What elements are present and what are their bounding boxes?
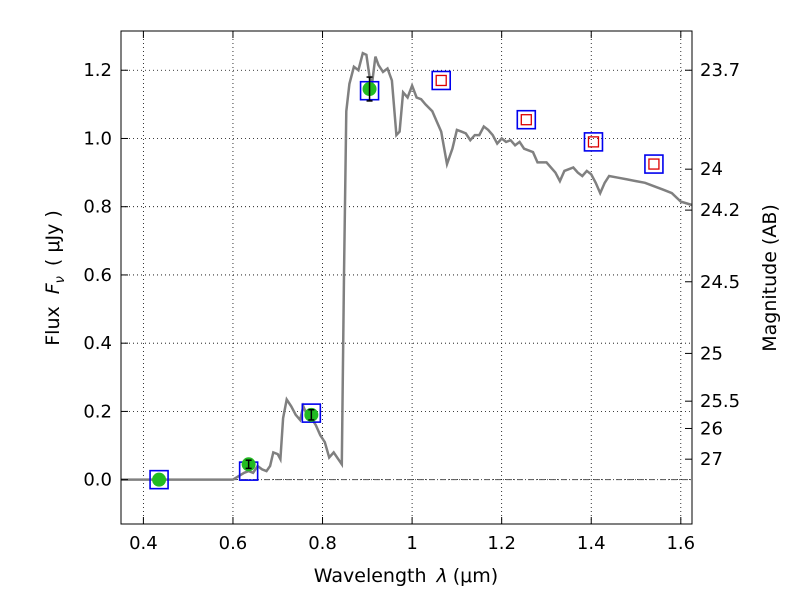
- y2-tick-label: 25: [700, 343, 723, 364]
- y-tick-label: 0.6: [83, 265, 112, 286]
- y-tick-label: 0.0: [83, 470, 112, 491]
- x-axis-label-var: λ: [436, 565, 448, 587]
- model-photometry-marker: [431, 70, 452, 91]
- y2-tick-label: 24.5: [700, 272, 740, 293]
- x-tick-label: 1.2: [487, 533, 516, 554]
- upper-limit-marker: [587, 136, 600, 148]
- y-axis-label-var: F: [42, 282, 64, 294]
- x-axis-label: Wavelength λ (μm): [314, 565, 498, 587]
- grid-lines: [121, 31, 692, 524]
- observed-point: [152, 472, 167, 487]
- model-photometry-marker: [644, 154, 664, 174]
- y2-tick-label: 23.7: [700, 60, 740, 81]
- y-axis-label-unit: ( μJy ): [42, 210, 64, 266]
- y-tick-label: 0.8: [83, 197, 112, 218]
- y-tick-label: 1.0: [83, 128, 112, 149]
- model-photometry-marker: [301, 403, 322, 423]
- x-axis-label-unit: (μm): [453, 565, 498, 587]
- y-tick-label: 0.2: [83, 401, 112, 422]
- x-tick-label: 1: [406, 533, 417, 554]
- upper-limit-marker: [520, 114, 532, 126]
- model-photometry-marker: [516, 109, 537, 130]
- y2-tick-label: 25.5: [700, 391, 740, 412]
- data-markers: [149, 70, 664, 490]
- upper-limit-marker: [435, 74, 447, 87]
- model-photometry-marker: [149, 469, 169, 490]
- x-tick-label: 0.8: [308, 533, 337, 554]
- y-tick-label: 1.2: [83, 60, 112, 81]
- y2-tick-label: 26: [700, 418, 723, 439]
- x-tick-label: 1.4: [577, 533, 606, 554]
- model-spectrum-line: [121, 51, 693, 481]
- y-axis-label-prefix: Flux: [42, 306, 64, 346]
- x-tick-label: 0.4: [129, 533, 158, 554]
- upper-limit-marker: [648, 158, 660, 170]
- y2-tick-label: 24.2: [700, 200, 740, 221]
- x-tick-label: 0.6: [219, 533, 248, 554]
- x-tick-label: 1.6: [666, 533, 695, 554]
- axis-ticks: 0.4 0.6 0.8 1 1.2 1.4 1.6 0.0 0.2 0.4 0.6 0.8 1.0 1.2…: [83, 31, 740, 554]
- y2-axis-label: Magnitude (AB): [759, 204, 781, 352]
- x-axis-label-prefix: Wavelength: [314, 565, 427, 587]
- model-photometry-marker: [583, 132, 604, 152]
- plot-frame: [120, 30, 693, 525]
- y-tick-label: 0.4: [83, 333, 112, 354]
- y2-tick-label: 24: [700, 159, 723, 180]
- y-axis-label: Flux Fν ( μJy ): [42, 210, 68, 346]
- y2-tick-label: 27: [700, 449, 723, 470]
- y-axis-label-sub: ν: [53, 276, 68, 283]
